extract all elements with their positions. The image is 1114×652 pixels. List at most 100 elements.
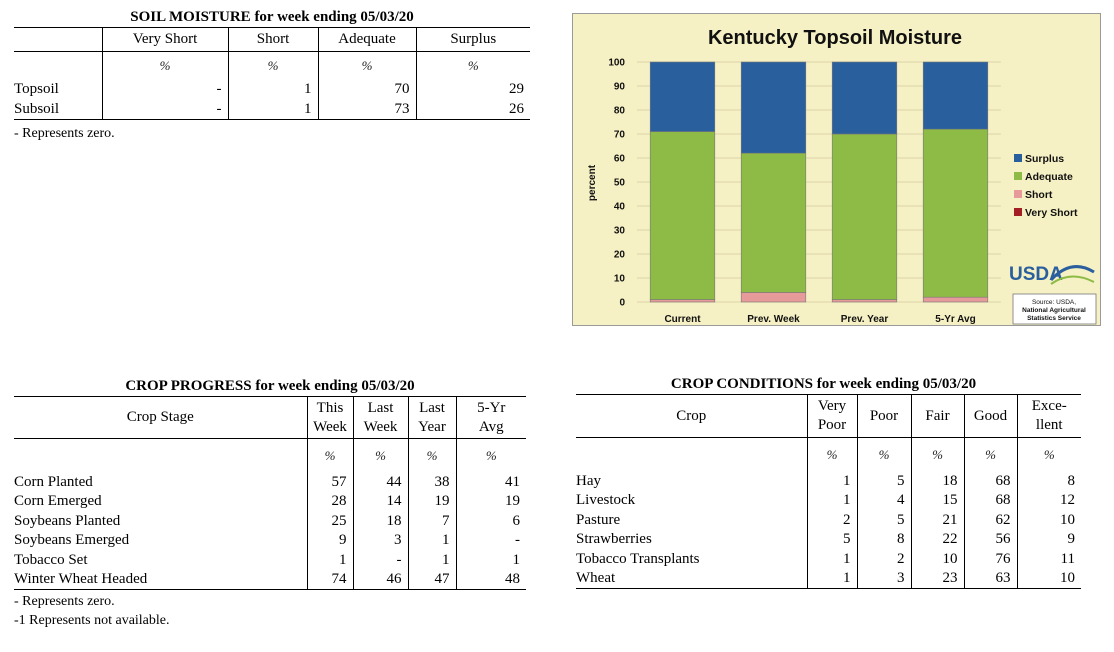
table-row: Corn Planted 57 44 38 41 — [14, 472, 526, 492]
x-tick-label: Current — [664, 314, 701, 325]
progress-cell: 19 — [505, 493, 520, 510]
progress-cell: 28 — [307, 492, 354, 512]
bar-segment-short — [740, 292, 807, 303]
conditions-cell: 76 — [964, 549, 1018, 569]
conditions-header-crop: Crop — [576, 394, 808, 438]
bar-segment-short — [831, 299, 898, 303]
progress-cell: 1 — [512, 551, 521, 568]
conditions-cell: 5 — [857, 471, 912, 491]
crop-progress-section: CROP PROGRESS for week ending 05/03/20 C… — [14, 378, 526, 629]
x-tick-label: Prev. Week — [747, 314, 800, 325]
progress-cell: 3 — [353, 531, 409, 551]
soil-header-adequate: Adequate — [318, 27, 417, 52]
soil-moisture-section: SOIL MOISTURE for week ending 05/03/20 V… — [14, 9, 530, 142]
progress-cell: 48 — [505, 571, 520, 587]
conditions-cell: 3 — [857, 569, 912, 589]
conditions-cell: 2 — [807, 510, 858, 530]
progress-cell: 38 — [408, 472, 457, 492]
bar-segment-adequate — [740, 152, 807, 293]
usda-logo-text: USDA — [1009, 264, 1063, 285]
progress-row-label: Corn Emerged — [14, 492, 308, 512]
table-row: Wheat 1 3 23 63 10 — [576, 569, 1081, 589]
conditions-row-label: Wheat — [576, 569, 808, 589]
progress-row-label: Soybeans Planted — [14, 511, 308, 531]
progress-header-line1: Last — [419, 399, 445, 416]
conditions-unit: % — [911, 437, 965, 472]
conditions-header-line2: Poor — [817, 417, 847, 433]
soil-unit: % — [467, 57, 479, 73]
table-row: Tobacco Transplants 1 2 10 76 11 — [576, 549, 1081, 569]
progress-cell: 57 — [307, 472, 354, 492]
conditions-row-label: Tobacco Transplants — [576, 549, 808, 569]
conditions-header-poor: Poor — [857, 394, 912, 438]
legend-swatch — [1014, 190, 1022, 198]
conditions-cell: 10 — [911, 549, 965, 569]
topsoil-moisture-chart: Kentucky Topsoil Moisture percent 100 90 8… — [572, 13, 1101, 326]
bar-segment-short — [922, 296, 989, 303]
conditions-cell: 68 — [964, 471, 1018, 491]
progress-header-line1: Last — [367, 399, 394, 416]
progress-cell: - — [515, 532, 520, 549]
soil-cell: 29 — [509, 81, 524, 97]
table-row: Strawberries 5 8 22 56 9 — [576, 530, 1081, 550]
usda-logo: USDA Source: USDA, National Agricultural… — [1009, 264, 1097, 325]
conditions-cell: 1 — [807, 569, 858, 589]
conditions-cell: 5 — [857, 510, 912, 530]
table-row: Topsoil - 1 70 29 — [14, 79, 530, 100]
legend-label: Short — [1025, 189, 1053, 201]
soil-cell: - — [102, 99, 229, 120]
y-tick-label: 60 — [614, 154, 626, 165]
progress-cell: 6 — [512, 512, 521, 529]
conditions-header-line1: Exce- — [1031, 398, 1067, 414]
progress-cell: 7 — [408, 511, 457, 531]
conditions-row-label: Pasture — [576, 510, 808, 530]
soil-note: - Represents zero. — [14, 126, 115, 141]
conditions-unit: % — [857, 437, 912, 472]
progress-cell: 1 — [307, 550, 354, 570]
conditions-unit: % — [964, 437, 1018, 472]
conditions-cell: 8 — [1067, 472, 1076, 489]
progress-unit: % — [353, 438, 409, 473]
soil-unit: % — [228, 51, 319, 80]
conditions-row-label: Hay — [576, 471, 808, 491]
progress-cell: - — [353, 550, 409, 570]
y-tick-label: 70 — [614, 130, 626, 141]
conditions-cell: 18 — [911, 471, 965, 491]
legend-swatch — [1014, 172, 1022, 180]
progress-cell: 44 — [353, 472, 409, 492]
conditions-cell: 56 — [964, 530, 1018, 550]
table-row: Soybeans Planted 25 18 7 6 — [14, 511, 526, 531]
progress-unit: % — [408, 438, 457, 473]
progress-cell: 41 — [505, 473, 520, 490]
progress-header-line2: Week — [313, 418, 347, 435]
conditions-cell: 11 — [1060, 550, 1075, 567]
chart-bars — [649, 61, 989, 303]
chart-ylabel: percent — [587, 164, 598, 201]
progress-unit: % — [485, 447, 497, 463]
progress-cell: 1 — [408, 550, 457, 570]
crop-progress-table: Crop Stage This Week Last Week Last Year 5-… — [14, 396, 526, 590]
soil-cell: 73 — [318, 99, 417, 120]
bar-segment-surplus — [740, 61, 807, 154]
crop-conditions-title: CROP CONDITIONS for week ending 05/03/20 — [670, 376, 977, 392]
conditions-cell: 21 — [911, 510, 965, 530]
bar-segment-surplus — [649, 61, 716, 132]
source-line1: Source: USDA, — [1032, 299, 1076, 306]
soil-cell: 1 — [228, 79, 319, 100]
table-row: Subsoil - 1 73 26 — [14, 99, 530, 120]
y-tick-label: 0 — [619, 298, 625, 309]
y-tick-label: 90 — [614, 82, 626, 93]
chart-svg: Kentucky Topsoil Moisture percent 100908… — [587, 27, 1097, 325]
table-row: Hay 1 5 18 68 8 — [576, 471, 1081, 491]
soil-header-blank — [14, 27, 103, 52]
conditions-cell: 15 — [911, 491, 965, 511]
conditions-header-line2: llent — [1035, 417, 1063, 433]
conditions-cell: 2 — [857, 549, 912, 569]
soil-cell: - — [102, 79, 229, 100]
chart-xticks: Current Prev. Week Prev. Year 5-Yr Avg — [664, 314, 975, 325]
conditions-row-label: Livestock — [576, 491, 808, 511]
conditions-header-fair: Fair — [911, 394, 965, 438]
conditions-cell: 1 — [807, 491, 858, 511]
legend-label: Very Short — [1025, 207, 1078, 219]
